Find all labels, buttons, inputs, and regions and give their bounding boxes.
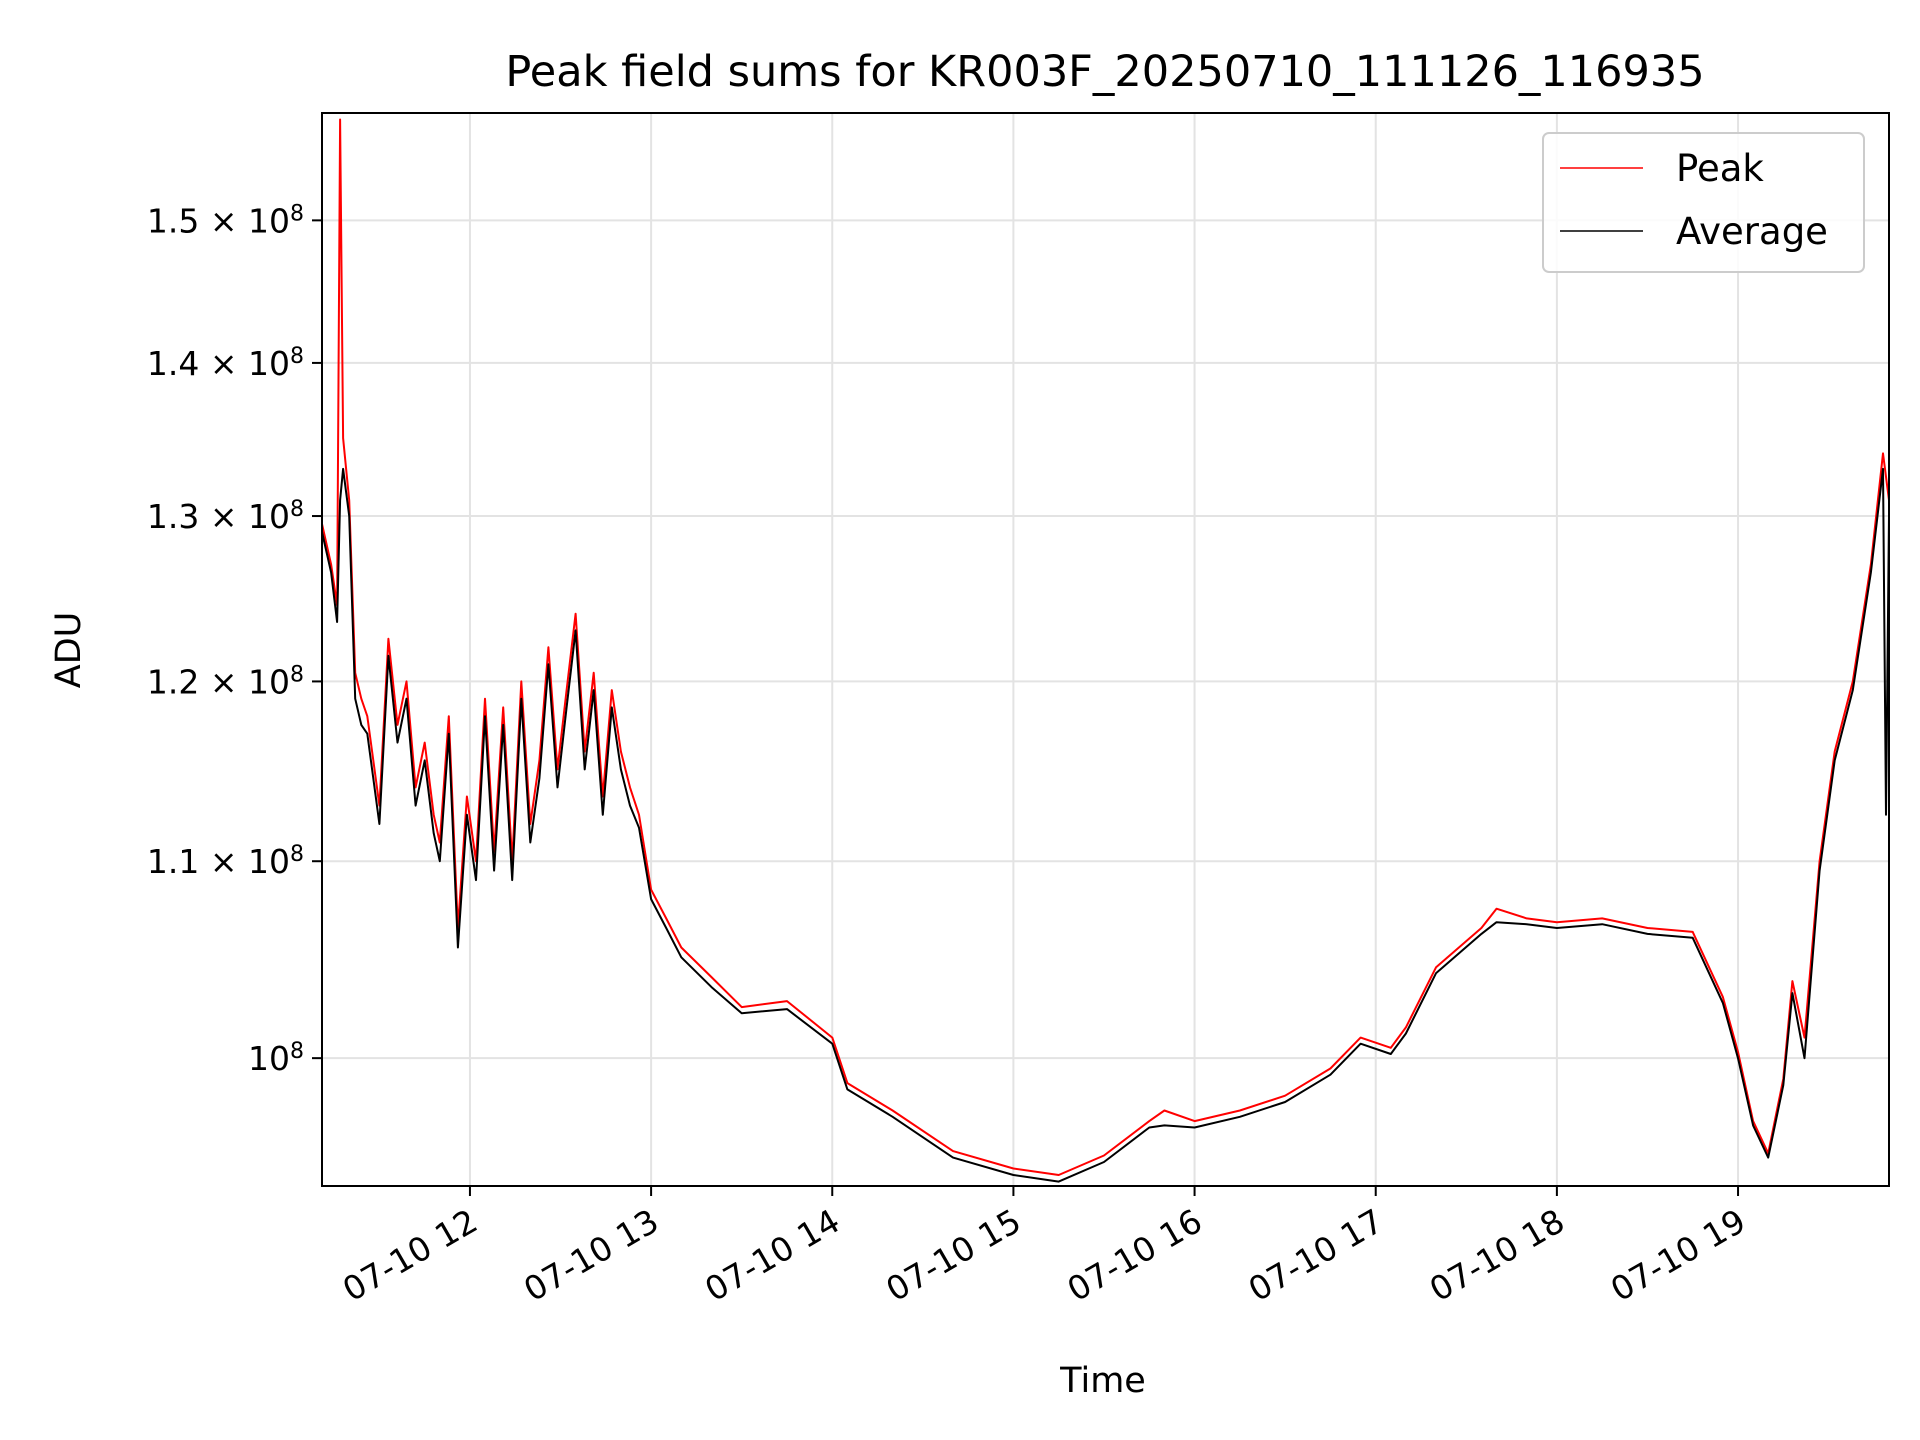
- x-axis-label: Time: [1059, 1361, 1146, 1401]
- y-tick-exponent: 8: [290, 201, 304, 226]
- x-tick-label: 07-10 14: [698, 1201, 846, 1309]
- legend-label-peak: Peak: [1676, 147, 1764, 190]
- y-tick-exponent: 8: [290, 497, 304, 522]
- y-tick-label: 1.4 × 108: [147, 343, 304, 383]
- y-tick-base: 1.2 × 10: [147, 662, 290, 701]
- grid: [322, 113, 1889, 1186]
- x-tick-label: 07-10 18: [1423, 1201, 1571, 1309]
- x-tick-label: 07-10 19: [1604, 1201, 1752, 1309]
- x-tick-label: 07-10 16: [1061, 1201, 1209, 1309]
- y-tick-label: 108: [248, 1039, 304, 1079]
- series-lines: [321, 118, 1890, 1183]
- series-line-average: [321, 467, 1890, 1183]
- y-tick-base: 1.4 × 10: [147, 344, 290, 383]
- y-tick-label: 1.2 × 108: [147, 662, 304, 702]
- y-tick-base: 10: [248, 1039, 290, 1078]
- y-axis-label: ADU: [49, 612, 89, 689]
- y-tick-exponent: 8: [290, 662, 304, 687]
- y-tick-label: 1.3 × 108: [147, 497, 304, 537]
- y-tick-exponent: 8: [290, 842, 304, 867]
- axis-ticks: 07-10 12 07-10 13 07-10 14 07-10 15 07-10 16…: [147, 201, 1752, 1309]
- legend: Peak Average: [1542, 132, 1865, 273]
- y-tick-exponent: 8: [290, 343, 304, 368]
- x-tick-label: 07-10 13: [517, 1201, 665, 1309]
- y-tick-base: 1.1 × 10: [147, 842, 290, 881]
- y-tick-exponent: 8: [290, 1039, 304, 1064]
- legend-label-average: Average: [1676, 210, 1828, 253]
- plot-frame: [321, 112, 1890, 1187]
- y-tick-base: 1.3 × 10: [147, 497, 290, 536]
- x-tick-label: 07-10 17: [1242, 1201, 1390, 1309]
- series-line-peak: [321, 118, 1890, 1176]
- chart-title: Peak field sums for KR003F_20250710_1111…: [505, 47, 1704, 97]
- y-tick-label: 1.5 × 108: [147, 201, 304, 241]
- y-tick-label: 1.1 × 108: [147, 842, 304, 882]
- y-tick-base: 1.5 × 10: [147, 201, 290, 240]
- x-tick-label: 07-10 15: [879, 1201, 1027, 1309]
- x-tick-label: 07-10 12: [336, 1201, 484, 1309]
